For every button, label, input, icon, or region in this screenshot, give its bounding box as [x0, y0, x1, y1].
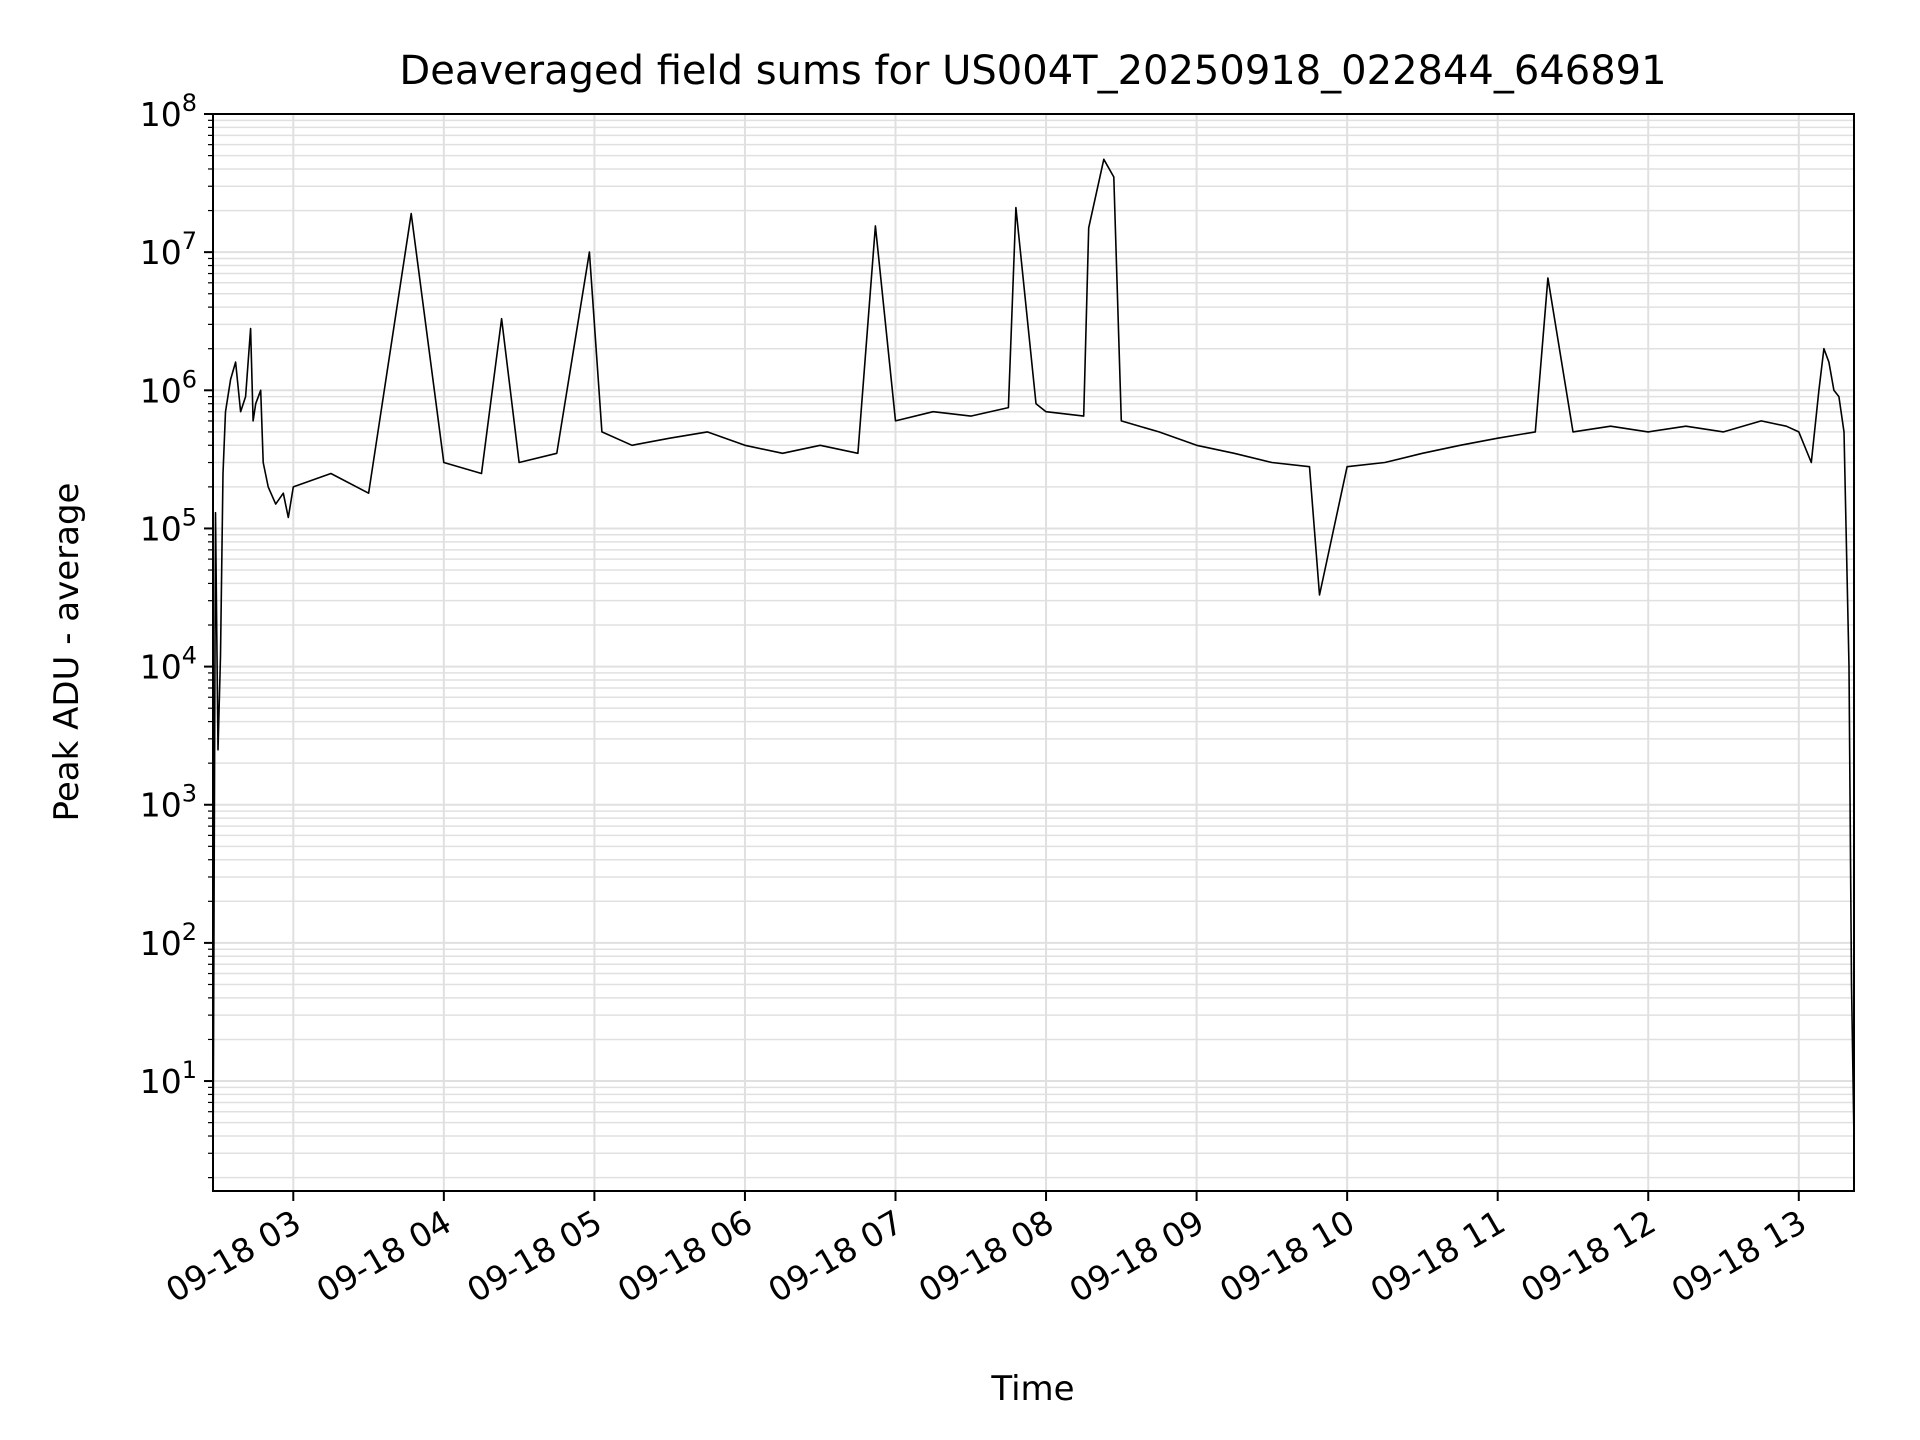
y-axis-label: Peak ADU - average [47, 483, 87, 822]
y-tick-label: 108 [140, 89, 197, 134]
y-tick-base: 10 [140, 233, 182, 272]
y-tick-exponent: 5 [182, 503, 197, 531]
plot-area-frame [212, 113, 1855, 1192]
x-axis-label: Time [990, 1369, 1074, 1409]
y-tick-base: 10 [140, 786, 182, 825]
y-tick-base: 10 [140, 924, 182, 963]
y-tick-exponent: 4 [182, 642, 197, 670]
y-tick-label: 101 [140, 1056, 197, 1101]
y-tick-label: 102 [140, 918, 197, 963]
y-tick-base: 10 [140, 509, 182, 548]
y-tick-exponent: 3 [182, 780, 197, 808]
data-layer [212, 158, 1855, 1188]
y-tick-base: 10 [140, 95, 182, 134]
y-tick-exponent: 8 [182, 89, 197, 117]
y-tick-exponent: 7 [182, 227, 197, 255]
y-tick-exponent: 1 [182, 1056, 197, 1084]
y-tick-label: 104 [140, 642, 197, 687]
series-line [212, 158, 1855, 1188]
y-tick-exponent: 6 [182, 365, 197, 393]
y-tick-label: 105 [140, 503, 197, 548]
y-tick-base: 10 [140, 1062, 182, 1101]
y-tick-base: 10 [140, 648, 182, 687]
y-tick-base: 10 [140, 371, 182, 410]
y-tick-exponent: 2 [182, 918, 197, 946]
y-tick-label: 103 [140, 780, 197, 825]
y-tick-label: 107 [140, 227, 197, 272]
chart-title: Deaveraged field sums for US004T_2025091… [399, 48, 1666, 94]
y-tick-label: 106 [140, 365, 197, 410]
